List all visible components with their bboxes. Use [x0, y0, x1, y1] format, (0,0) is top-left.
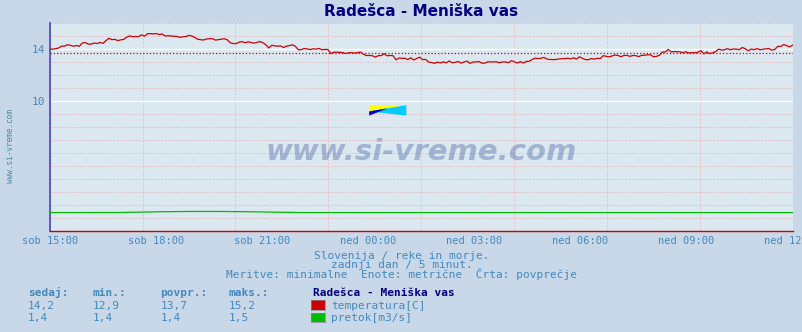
Text: 15,2: 15,2 — [229, 301, 256, 311]
Text: Radešca - Meniška vas: Radešca - Meniška vas — [313, 288, 455, 298]
Text: zadnji dan / 5 minut.: zadnji dan / 5 minut. — [330, 260, 472, 270]
Title: Radešca - Meniška vas: Radešca - Meniška vas — [324, 4, 517, 19]
Polygon shape — [369, 105, 406, 112]
Text: 1,4: 1,4 — [160, 313, 180, 323]
Text: povpr.:: povpr.: — [160, 288, 208, 298]
Text: temperatura[C]: temperatura[C] — [330, 301, 425, 311]
Text: min.:: min.: — [92, 288, 126, 298]
Text: 14,2: 14,2 — [28, 301, 55, 311]
Text: pretok[m3/s]: pretok[m3/s] — [330, 313, 411, 323]
Text: Slovenija / reke in morje.: Slovenija / reke in morje. — [314, 251, 488, 261]
Polygon shape — [369, 105, 406, 116]
Text: 13,7: 13,7 — [160, 301, 188, 311]
Text: 12,9: 12,9 — [92, 301, 119, 311]
Text: www.si-vreme.com: www.si-vreme.com — [6, 109, 15, 183]
Text: maks.:: maks.: — [229, 288, 269, 298]
Text: 1,4: 1,4 — [92, 313, 112, 323]
Polygon shape — [369, 108, 387, 116]
Text: Meritve: minimalne  Enote: metrične  Črta: povprečje: Meritve: minimalne Enote: metrične Črta:… — [225, 268, 577, 280]
Text: 1,4: 1,4 — [28, 313, 48, 323]
Text: sedaj:: sedaj: — [28, 287, 68, 298]
Text: www.si-vreme.com: www.si-vreme.com — [265, 138, 576, 166]
Text: 1,5: 1,5 — [229, 313, 249, 323]
